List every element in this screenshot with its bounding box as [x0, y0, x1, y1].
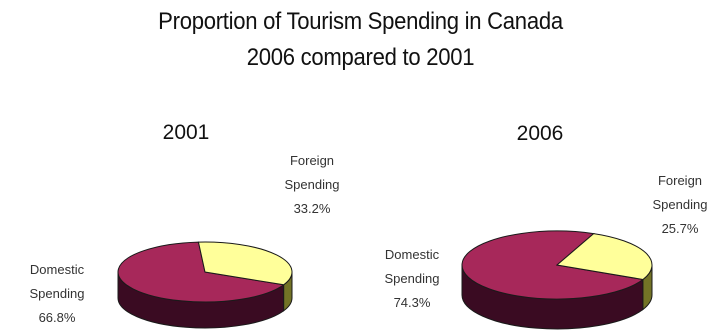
foreign-slice-2001 — [197, 241, 293, 286]
domestic-slice-2006 — [461, 230, 645, 300]
pie-chart-2001: 2001 Domestic Spending 66.8% Foreign Spending… — [30, 121, 340, 329]
chart-title: Proportion of Tourism Spending in Canada — [158, 8, 563, 35]
pie-title-2006: 2006 — [517, 122, 564, 145]
domestic-label-2001: Domestic Spending 66.8% — [30, 262, 85, 325]
domestic-label-2006: Domestic Spending 74.3% — [385, 247, 440, 310]
pie-chart-2006: 2006 Domestic Spending 74.3% Foreign Spending… — [385, 122, 708, 330]
chart-subtitle: 2006 compared to 2001 — [246, 44, 475, 71]
foreign-slice-2006 — [555, 233, 653, 281]
domestic-slice-2001 — [117, 241, 285, 303]
pie-title-2001: 2001 — [163, 121, 210, 144]
foreign-label-2006: Foreign Spending 25.7% — [653, 173, 708, 236]
foreign-label-2001: Foreign Spending 33.2% — [285, 153, 340, 216]
